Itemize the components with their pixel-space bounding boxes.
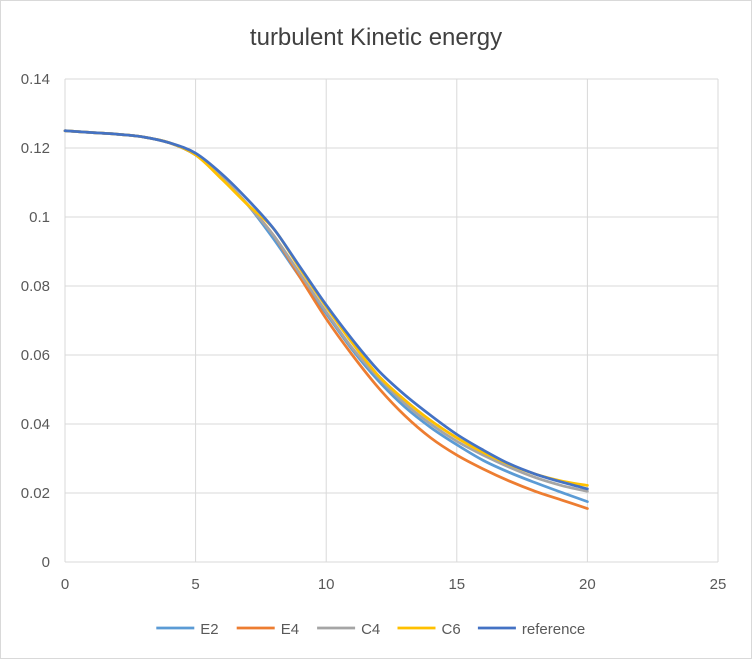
x-tick-label: 15	[448, 576, 465, 593]
legend-label-e4: E4	[281, 621, 299, 638]
y-tick-label: 0.02	[21, 485, 50, 502]
y-tick-label: 0.14	[21, 71, 50, 88]
legend-label-e2: E2	[200, 621, 218, 638]
chart-title: turbulent Kinetic energy	[250, 24, 502, 51]
y-tick-label: 0.04	[21, 416, 50, 433]
y-tick-label: 0	[42, 554, 50, 571]
axes: 0 0.02 0.04 0.06 0.08 0.1 0.12 0.14 0 5 10 15 20 25	[21, 71, 727, 593]
legend: E2 E4 C4 C6 reference	[156, 621, 585, 638]
x-tick-label: 20	[579, 576, 596, 593]
x-tick-label: 5	[191, 576, 199, 593]
legend-label-reference: reference	[522, 621, 585, 638]
x-tick-label: 25	[710, 576, 727, 593]
y-tick-label: 0.08	[21, 278, 50, 295]
x-tick-label: 0	[61, 576, 69, 593]
legend-label-c6: C6	[442, 621, 461, 638]
y-tick-label: 0.12	[21, 140, 50, 157]
y-tick-label: 0.1	[29, 209, 50, 226]
series-line-reference	[63, 129, 589, 491]
legend-label-c4: C4	[361, 621, 380, 638]
x-tick-label: 10	[318, 576, 335, 593]
series-lines	[63, 129, 589, 510]
y-tick-label: 0.06	[21, 347, 50, 364]
grid	[64, 78, 719, 563]
